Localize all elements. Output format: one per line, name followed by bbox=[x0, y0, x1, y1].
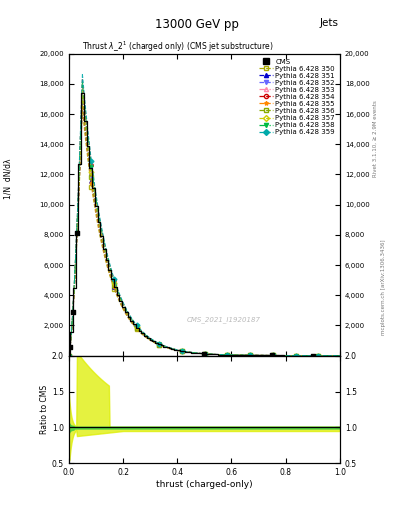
Text: mcplots.cern.ch [arXiv:1306.3436]: mcplots.cern.ch [arXiv:1306.3436] bbox=[381, 239, 386, 334]
Text: Thrust $\lambda\_2^1$ (charged only) (CMS jet substructure): Thrust $\lambda\_2^1$ (charged only) (CM… bbox=[83, 39, 274, 54]
Text: Rivet 3.1.10, ≥ 2.9M events: Rivet 3.1.10, ≥ 2.9M events bbox=[373, 100, 378, 177]
Text: Jets: Jets bbox=[320, 18, 339, 28]
Point bbox=[70, 308, 76, 316]
Y-axis label: Ratio to CMS: Ratio to CMS bbox=[40, 385, 49, 434]
X-axis label: thrust (charged-only): thrust (charged-only) bbox=[156, 480, 253, 489]
Point bbox=[201, 350, 208, 358]
Text: CMS_2021_I1920187: CMS_2021_I1920187 bbox=[186, 316, 260, 323]
Point bbox=[310, 351, 316, 359]
Point bbox=[74, 229, 80, 237]
Point bbox=[67, 343, 73, 351]
Text: 1/N  dN/dλ: 1/N dN/dλ bbox=[4, 159, 13, 200]
Text: 13000 GeV pp: 13000 GeV pp bbox=[154, 18, 239, 31]
Legend: CMS, Pythia 6.428 350, Pythia 6.428 351, Pythia 6.428 352, Pythia 6.428 353, Pyt: CMS, Pythia 6.428 350, Pythia 6.428 351,… bbox=[257, 57, 336, 136]
Point bbox=[269, 351, 275, 359]
